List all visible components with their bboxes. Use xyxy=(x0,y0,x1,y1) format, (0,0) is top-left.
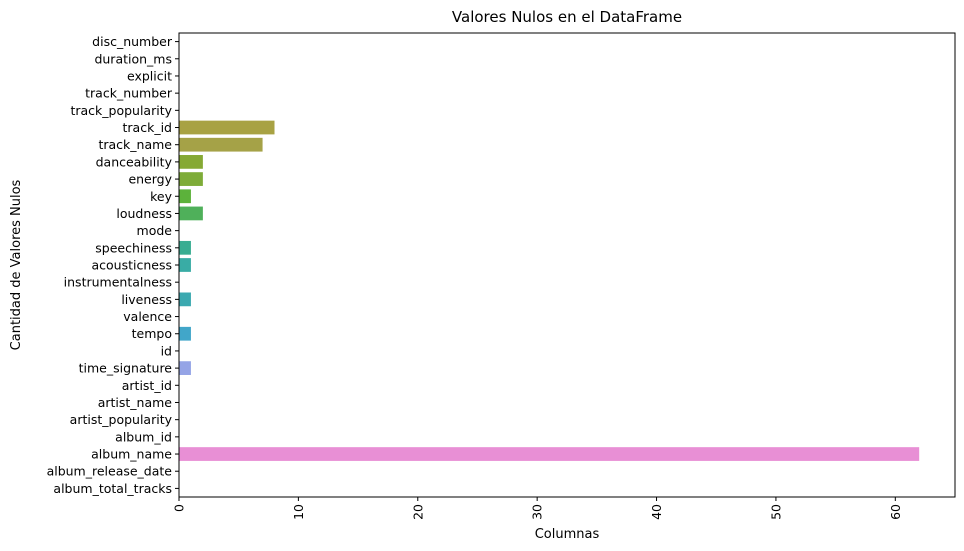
x-tick-label-40: 40 xyxy=(649,504,664,520)
bar-time_signature xyxy=(179,361,191,375)
y-tick-label-key: key xyxy=(150,189,172,204)
y-tick-label-explicit: explicit xyxy=(127,68,172,83)
bar-key xyxy=(179,189,191,204)
y-tick-label-album_release_date: album_release_date xyxy=(47,464,173,479)
y-tick-label-album_id: album_id xyxy=(115,429,172,444)
x-tick-label-20: 20 xyxy=(410,504,425,520)
bar-track_id xyxy=(179,120,275,135)
y-tick-label-track_number: track_number xyxy=(85,86,173,101)
y-tick-label-album_total_tracks: album_total_tracks xyxy=(53,481,172,496)
y-tick-label-id: id xyxy=(161,343,172,358)
bar-tempo xyxy=(179,326,191,341)
x-tick-label-60: 60 xyxy=(888,504,903,520)
y-tick-label-loudness: loudness xyxy=(116,206,172,221)
bar-loudness xyxy=(179,206,203,221)
bars-group xyxy=(179,120,920,461)
x-tick-label-10: 10 xyxy=(291,504,306,520)
y-tick-label-track_name: track_name xyxy=(98,137,172,152)
y-tick-label-artist_id: artist_id xyxy=(122,378,172,393)
y-tick-label-track_popularity: track_popularity xyxy=(70,103,172,118)
y-tick-label-acousticness: acousticness xyxy=(92,258,173,273)
x-tick-label-0: 0 xyxy=(172,504,187,512)
x-axis-label: Columnas xyxy=(535,527,600,542)
y-tick-label-time_signature: time_signature xyxy=(79,361,173,376)
bar-track_name xyxy=(179,137,263,152)
y-tick-label-disc_number: disc_number xyxy=(92,34,173,49)
bar-acousticness xyxy=(179,258,191,272)
y-tick-label-mode: mode xyxy=(137,223,173,238)
y-tick-label-danceability: danceability xyxy=(96,154,173,169)
bar-danceability xyxy=(179,155,203,169)
plot-frame xyxy=(178,32,956,498)
y-tick-label-duration_ms: duration_ms xyxy=(94,51,172,66)
y-tick-label-artist_popularity: artist_popularity xyxy=(70,412,173,427)
y-tick-label-instrumentalness: instrumentalness xyxy=(64,275,172,290)
y-tick-label-artist_name: artist_name xyxy=(98,395,173,410)
bar-speechiness xyxy=(179,240,191,255)
y-axis-label: Cantidad de Valores Nulos xyxy=(9,179,24,350)
y-tick-label-valence: valence xyxy=(123,309,172,324)
chart-title: Valores Nulos en el DataFrame xyxy=(452,8,682,26)
bar-energy xyxy=(179,172,203,186)
y-tick-label-track_id: track_id xyxy=(123,120,172,135)
x-tick-label-50: 50 xyxy=(768,504,783,520)
category-labels-group: disc_number duration_ms explicit track_numb… xyxy=(47,34,179,496)
x-ticks-group: 0 10 20 30 40 50 60 xyxy=(172,497,903,520)
y-tick-label-tempo: tempo xyxy=(132,326,172,341)
y-tick-label-liveness: liveness xyxy=(121,292,172,307)
y-tick-label-album_name: album_name xyxy=(91,447,172,462)
bar-liveness xyxy=(179,292,191,307)
x-tick-label-30: 30 xyxy=(530,504,545,520)
y-tick-label-speechiness: speechiness xyxy=(95,240,172,255)
bar-album_name xyxy=(179,447,920,461)
y-tick-label-energy: energy xyxy=(128,172,172,187)
